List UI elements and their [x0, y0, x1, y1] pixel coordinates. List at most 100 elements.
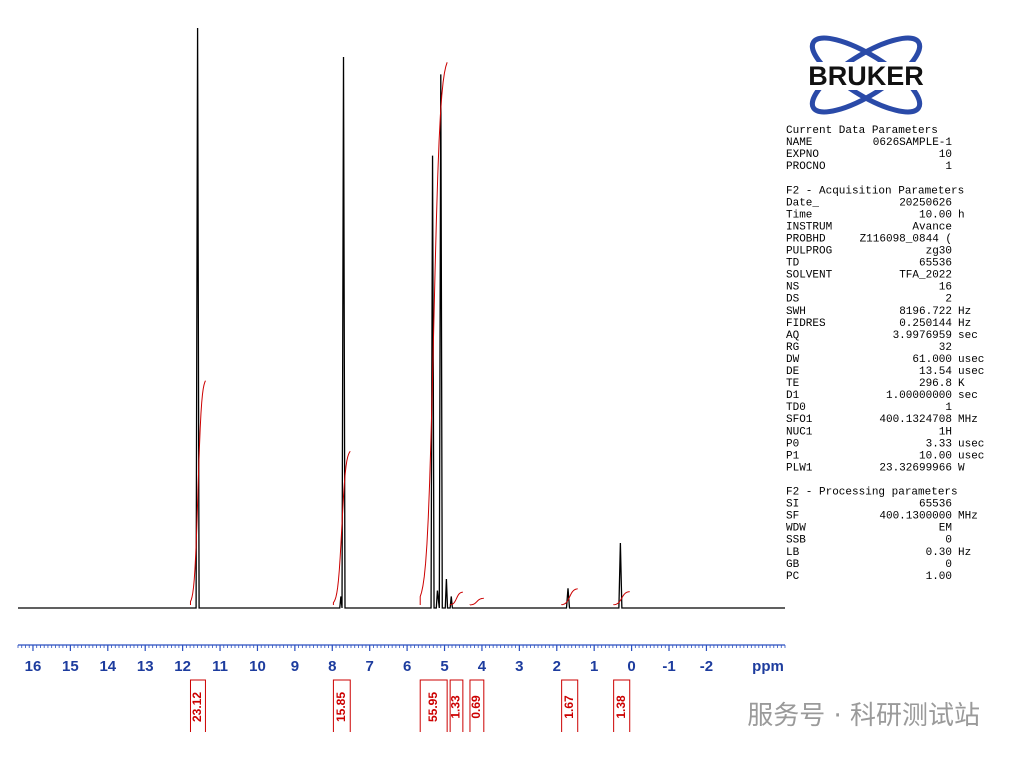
param-unit: sec	[958, 390, 978, 402]
param-value: 0	[945, 559, 952, 571]
x-axis-label: ppm	[752, 658, 784, 675]
integral-curve	[469, 597, 484, 606]
param-key: FIDRES	[786, 318, 826, 330]
x-tick-label: 11	[212, 658, 228, 675]
x-tick-label: 13	[137, 658, 154, 675]
integral-curve	[419, 62, 448, 606]
integral-bracket	[189, 679, 206, 732]
param-key: GB	[786, 559, 800, 571]
integral-curve	[613, 591, 630, 606]
param-value: 1H	[939, 426, 952, 438]
param-key: SWH	[786, 306, 806, 318]
param-key: EXPNO	[786, 149, 819, 161]
param-value: 1	[945, 402, 952, 414]
param-value: 1.00	[926, 571, 952, 583]
param-value: 65536	[919, 258, 952, 270]
param-value: 8196.722	[899, 306, 952, 318]
logo-backdrop	[784, 62, 948, 90]
param-value: 65536	[919, 499, 952, 511]
param-value: 296.8	[919, 378, 952, 390]
param-key: DE	[786, 366, 800, 378]
integral-bracket	[449, 679, 464, 732]
integral-label: 1.67	[562, 695, 576, 719]
param-value: 10.00	[919, 209, 952, 221]
param-value: zg30	[926, 246, 952, 258]
param-value: 0	[945, 535, 952, 547]
integral-label: 15.85	[334, 692, 348, 722]
x-tick-label: 2	[553, 658, 561, 675]
param-key: PULPROG	[786, 246, 832, 258]
param-key: D1	[786, 390, 800, 402]
param-value: 2	[945, 294, 952, 306]
param-key: RG	[786, 342, 799, 354]
x-tick-label: 8	[328, 658, 336, 675]
param-value: 16	[939, 282, 952, 294]
param-key: Date_	[786, 197, 819, 209]
logo-orbit	[809, 35, 923, 115]
param-key: SSB	[786, 535, 806, 547]
integral-bracket	[469, 679, 485, 732]
param-unit: Hz	[958, 306, 971, 318]
integral-label: 1.33	[449, 695, 463, 719]
param-value: 1.00000000	[886, 390, 952, 402]
param-unit: usec	[958, 354, 984, 366]
param-unit: sec	[958, 330, 978, 342]
param-unit: usec	[958, 438, 984, 450]
param-key: NAME	[786, 137, 813, 149]
logo-text: BRUKER	[808, 61, 924, 91]
param-value: 0.250144	[899, 318, 952, 330]
x-tick-label: 14	[99, 658, 116, 675]
watermark: 服务号 · 科研测试站	[747, 701, 980, 731]
param-key: SFO1	[786, 414, 813, 426]
x-tick-label: 5	[440, 658, 448, 675]
integral-curve	[449, 591, 463, 606]
x-tick-label: 15	[62, 658, 79, 675]
param-unit: usec	[958, 366, 984, 378]
param-value: Z116098_0844 (	[860, 233, 952, 245]
param-value: 20250626	[899, 197, 952, 209]
param-value: 10.00	[919, 450, 952, 462]
param-value: 1	[945, 161, 952, 173]
x-tick-label: 10	[249, 658, 266, 675]
param-key: TD0	[786, 402, 806, 414]
param-value: Avance	[912, 221, 952, 233]
param-key: LB	[786, 547, 800, 559]
spectrum-line	[18, 27, 785, 609]
param-key: P1	[786, 450, 800, 462]
integral-label: 23.12	[190, 692, 204, 722]
x-tick-label: 1	[590, 658, 598, 675]
param-value: 61.000	[912, 354, 952, 366]
param-key: WDW	[786, 523, 806, 535]
param-key: DW	[786, 354, 800, 366]
param-key: PROBHD	[786, 233, 826, 245]
param-value: EM	[939, 523, 952, 535]
param-value: TFA_2022	[899, 270, 952, 282]
x-tick-label: -2	[700, 658, 713, 675]
param-value: 13.54	[919, 366, 952, 378]
x-tick-label: 6	[403, 658, 411, 675]
param-key: DS	[786, 294, 800, 306]
integral-curve	[561, 588, 578, 606]
param-key: P0	[786, 438, 799, 450]
param-key: SOLVENT	[786, 270, 833, 282]
logo-orbit	[809, 35, 923, 115]
param-key: Time	[786, 209, 812, 221]
x-tick-label: 9	[291, 658, 299, 675]
x-tick-label: 0	[627, 658, 635, 675]
param-key: NS	[786, 282, 800, 294]
param-key: PLW1	[786, 462, 813, 474]
integral-bracket	[561, 679, 579, 732]
param-value: 10	[939, 149, 952, 161]
x-tick-label: 12	[174, 658, 191, 675]
param-key: INSTRUM	[786, 221, 832, 233]
param-unit: Hz	[958, 318, 971, 330]
integral-bracket	[419, 679, 448, 732]
param-unit: W	[958, 462, 965, 474]
param-value: 3.9976959	[893, 330, 952, 342]
param-value: 3.33	[926, 438, 952, 450]
param-key: PC	[786, 571, 800, 583]
integral-label: 1.38	[614, 695, 628, 719]
param-value: 23.32699966	[879, 462, 952, 474]
